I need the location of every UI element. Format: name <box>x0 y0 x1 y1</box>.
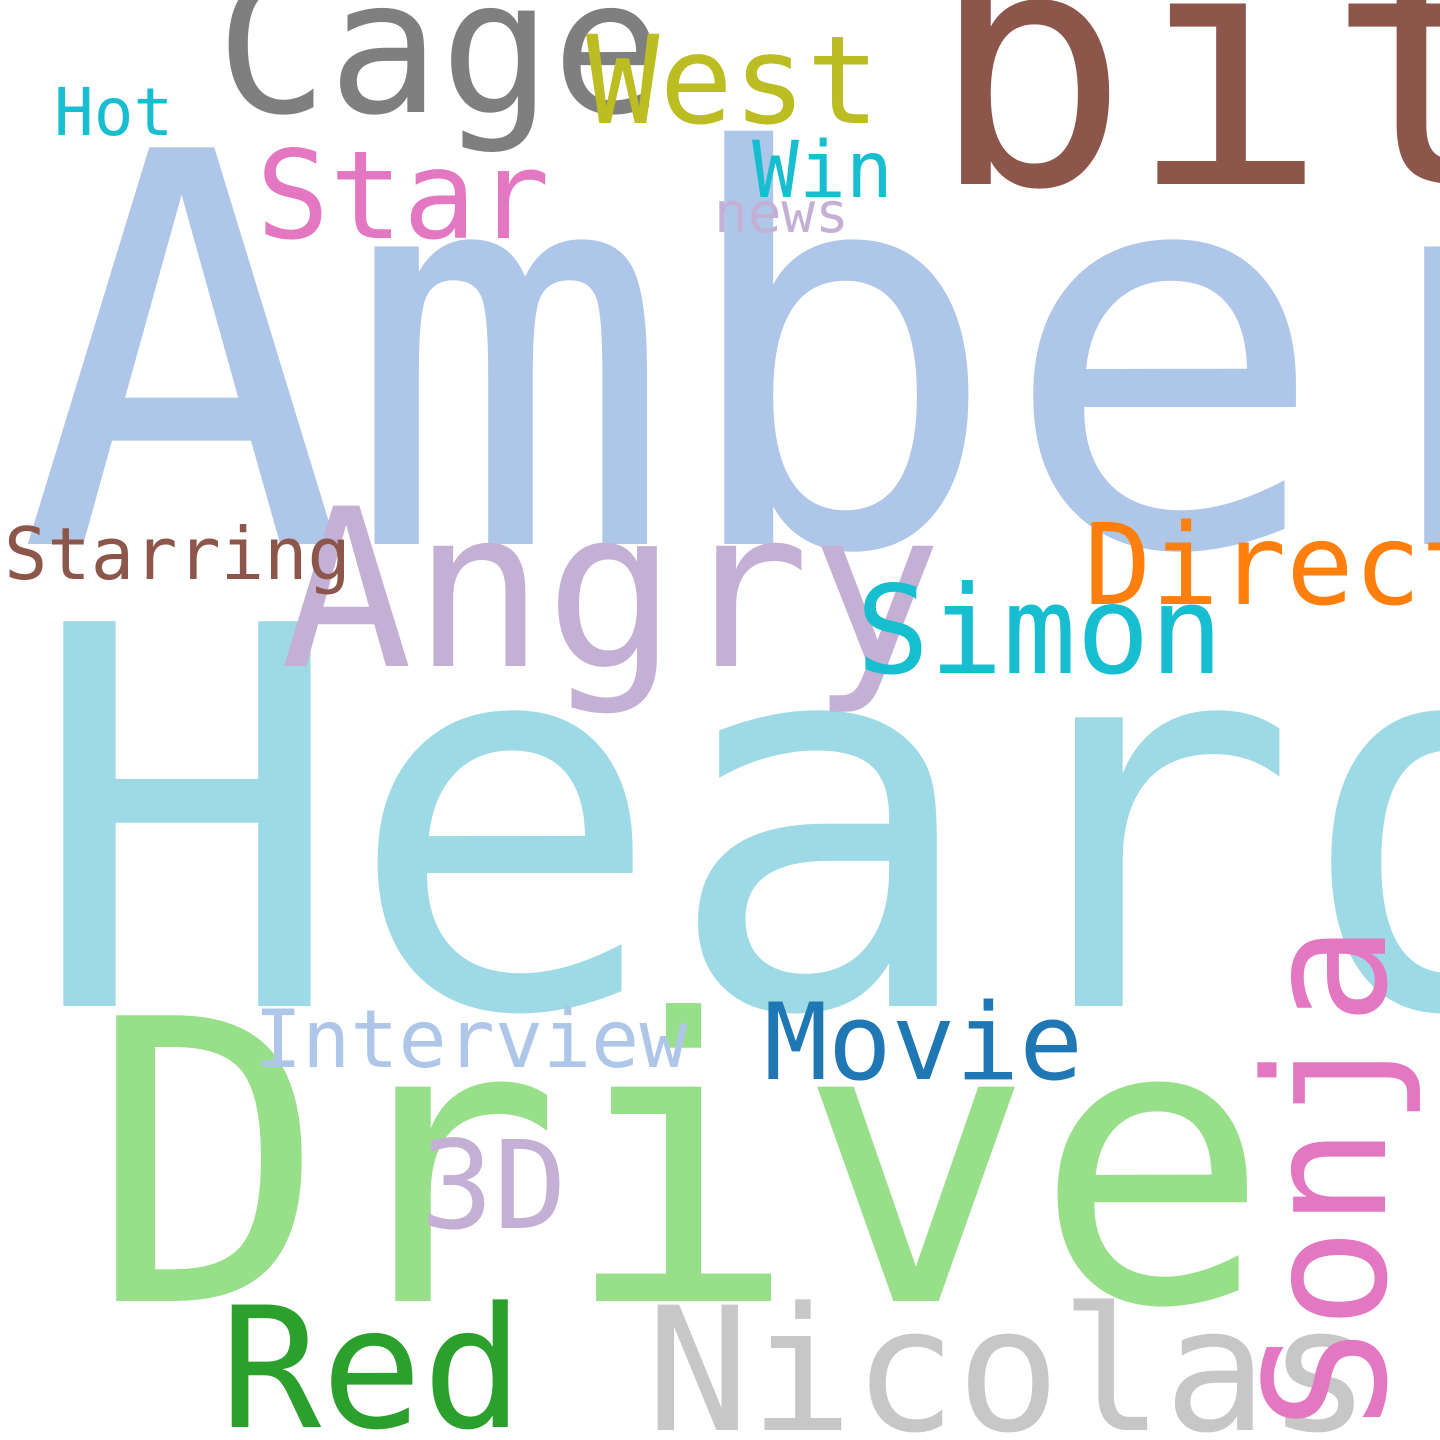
word-cage: Cage <box>216 0 664 156</box>
word-starring: Starring <box>4 512 351 596</box>
word-amber: Amber <box>18 40 1440 673</box>
word-movie: Movie <box>764 981 1084 1104</box>
word-bit: bit <box>930 0 1440 262</box>
word-interview: Interview <box>254 993 688 1086</box>
word-direct: Direct <box>1084 501 1440 631</box>
word-red: Red <box>220 1271 524 1440</box>
word-news: news <box>714 181 849 246</box>
word-west: West <box>586 10 880 152</box>
word-3d: 3D <box>420 1115 567 1257</box>
word-hot: Hot <box>54 74 174 151</box>
word-star: Star <box>256 125 550 267</box>
word-sonja: Sonja <box>1229 924 1425 1430</box>
word-win: Win <box>752 126 893 216</box>
word-drive: Drive <box>90 938 1271 1394</box>
word-simon: Simon <box>856 560 1224 702</box>
word-angry: Angry <box>280 462 943 718</box>
word-heard: Heard <box>28 516 1440 1131</box>
word-nicolas: Nicolas <box>646 1270 1371 1440</box>
